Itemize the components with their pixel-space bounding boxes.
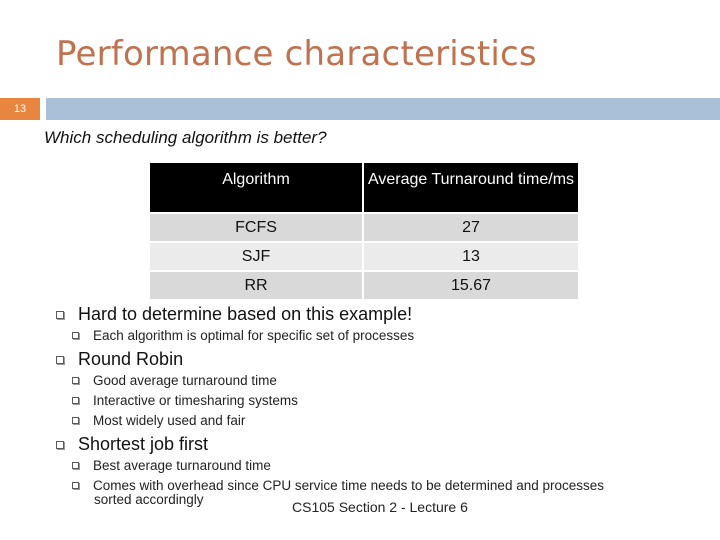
table-row: FCFS 27: [150, 212, 578, 242]
hollow-square-bullet-icon: [72, 397, 79, 404]
table-cell-value: 15.67: [362, 270, 578, 299]
table-cell-algorithm: FCFS: [150, 212, 363, 242]
bullet-text: Round Robin: [78, 349, 184, 369]
table-cell-value: 27: [362, 212, 578, 242]
hollow-square-bullet-icon: [72, 377, 79, 384]
table-header-algorithm: Algorithm: [150, 163, 363, 213]
hollow-square-bullet-icon: [56, 310, 64, 319]
sub-bullet-text: Interactive or timesharing systems: [93, 393, 298, 408]
sub-bullet-item: Good average turnaround time: [72, 373, 277, 388]
hollow-square-bullet-icon: [72, 417, 79, 424]
bullet-item: Round Robin: [56, 349, 183, 370]
bullet-text: Hard to determine based on this example!: [78, 304, 413, 324]
table-row: SJF 13: [150, 241, 578, 271]
hollow-square-bullet-icon: [72, 482, 79, 489]
sub-bullet-item: Interactive or timesharing systems: [72, 393, 298, 408]
hollow-square-bullet-icon: [72, 462, 79, 469]
sub-bullet-text: Comes with overhead since CPU service ti…: [93, 478, 605, 493]
question-text: Which scheduling algorithm is better?: [44, 128, 327, 147]
table-cell-algorithm: SJF: [150, 241, 363, 271]
bullet-item: Hard to determine based on this example!: [56, 304, 412, 325]
table-header-turnaround: Average Turnaround time/ms: [362, 163, 578, 213]
sub-bullet-text: Most widely used and fair: [93, 413, 246, 428]
table-header-row: Algorithm Average Turnaround time/ms: [150, 163, 578, 213]
bullet-text: Shortest job first: [78, 434, 209, 454]
header-accent-bar: [46, 98, 720, 120]
table-cell-algorithm: RR: [150, 270, 363, 299]
sub-bullet-item: Most widely used and fair: [72, 413, 245, 428]
bullet-item: Shortest job first: [56, 434, 208, 455]
sub-bullet-item: Each algorithm is optimal for specific s…: [72, 328, 414, 343]
slide-footer: CS105 Section 2 - Lecture 6: [292, 499, 468, 515]
sub-bullet-text: Each algorithm is optimal for specific s…: [93, 328, 415, 343]
hollow-square-bullet-icon: [56, 440, 64, 449]
table-cell-value: 13: [362, 241, 578, 271]
slide-title: Performance characteristics: [56, 34, 537, 74]
sub-bullet-text: Best average turnaround time: [93, 458, 271, 473]
scheduling-table: Algorithm Average Turnaround time/ms FCF…: [150, 163, 578, 299]
sub-bullet-continuation: sorted accordingly: [94, 492, 204, 507]
table-row: RR 15.67: [150, 270, 578, 299]
sub-bullet-text: Good average turnaround time: [93, 373, 277, 388]
sub-bullet-item: Comes with overhead since CPU service ti…: [72, 478, 604, 493]
slide-number-badge: 13: [0, 98, 40, 120]
sub-bullet-item: Best average turnaround time: [72, 458, 271, 473]
hollow-square-bullet-icon: [72, 332, 79, 339]
hollow-square-bullet-icon: [56, 355, 64, 364]
